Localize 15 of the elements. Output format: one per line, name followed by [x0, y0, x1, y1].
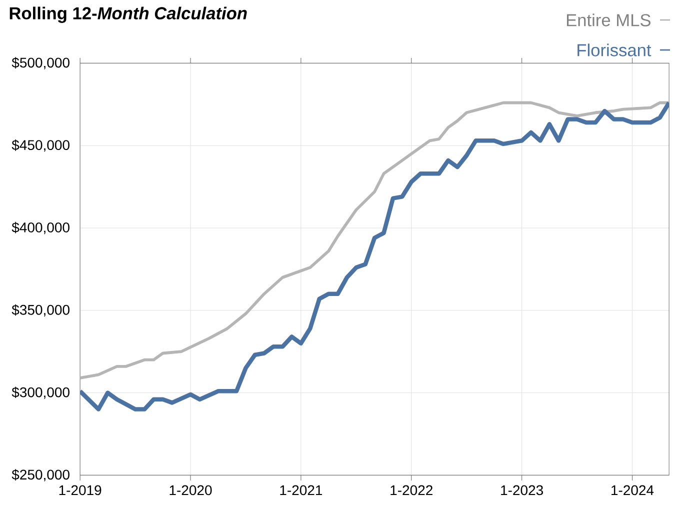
x-tick-label: 1-2020 — [170, 485, 212, 496]
x-tick-label: 1-2022 — [390, 485, 432, 496]
x-tick-label: 1-2019 — [59, 485, 102, 496]
y-tick-label: $300,000 — [12, 386, 70, 399]
y-tick-label: $450,000 — [12, 140, 70, 152]
y-tick-label: $350,000 — [12, 304, 70, 316]
x-tick-label: 1-2023 — [501, 485, 543, 496]
y-tick-label: $400,000 — [12, 222, 70, 234]
legend-label: Entire MLS — [566, 14, 650, 26]
x-tick-label: 1-2021 — [280, 485, 322, 496]
legend-label: Florissant — [578, 44, 652, 56]
x-tick-label: 1-2024 — [612, 485, 654, 496]
chart-title: Rolling 12-Month Calculation — [10, 6, 247, 23]
y-tick-label: $250,000 — [12, 469, 70, 482]
y-tick-label: $500,000 — [12, 57, 70, 70]
